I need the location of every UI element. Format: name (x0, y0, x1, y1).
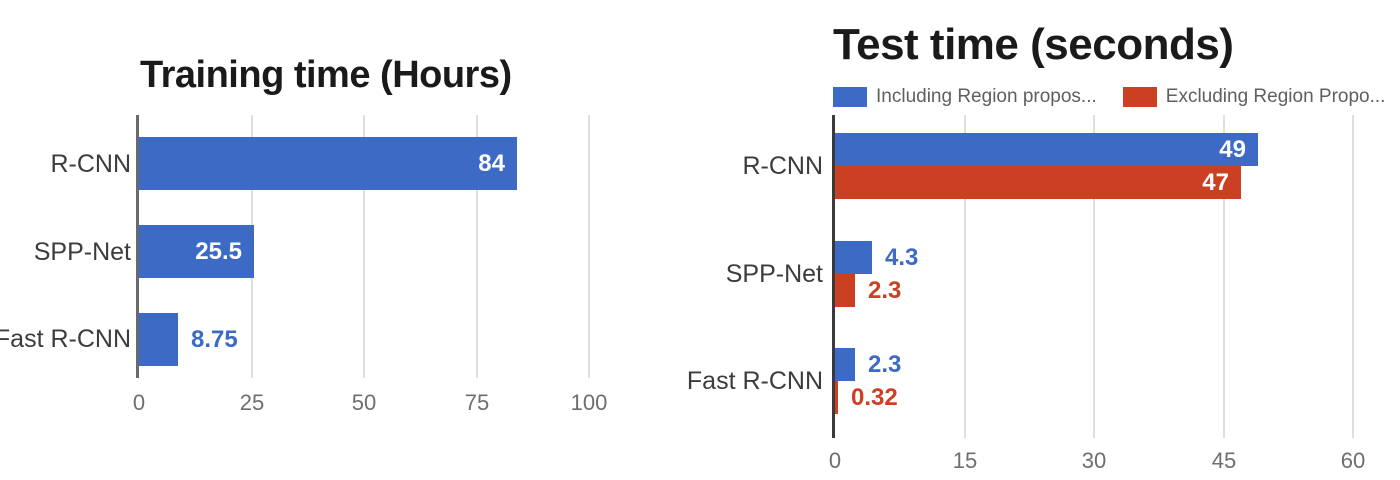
value-axis-line (832, 115, 835, 438)
x-tick-label: 15 (952, 448, 978, 473)
gridline (476, 115, 478, 378)
legend: Including Region propos... Excluding Reg… (833, 85, 1385, 109)
gridline (964, 115, 966, 438)
x-tick-label: 0 (828, 448, 842, 473)
bar-spp-net-s0 (139, 225, 254, 278)
category-label-r-cnn: R-CNN (742, 151, 823, 180)
category-label-r-cnn: R-CNN (50, 149, 131, 178)
x-tick-label: 25 (239, 390, 265, 415)
gridline (588, 115, 590, 378)
bar-r-cnn-excluding (835, 166, 1241, 199)
bar-value-label: 49 (1219, 135, 1246, 163)
category-label-fast-r-cnn: Fast R-CNN (0, 324, 131, 353)
gridline (1352, 115, 1354, 438)
bar-fast-r-cnn-excluding (835, 381, 838, 414)
x-tick-label: 60 (1340, 448, 1366, 473)
bar-fast-r-cnn-including (835, 348, 855, 381)
bar-r-cnn-including (835, 133, 1258, 166)
gridline (1093, 115, 1095, 438)
gridline (1223, 115, 1225, 438)
bar-value-label: 4.3 (885, 243, 919, 271)
chart-title: Training time (Hours) (140, 54, 512, 96)
legend-swatch-excluding-icon (1122, 87, 1157, 107)
x-tick-label: 30 (1081, 448, 1107, 473)
bar-value-label: 0.32 (851, 383, 898, 411)
bar-value-label: 25.5 (195, 237, 242, 265)
chart-title: Test time (seconds) (833, 20, 1234, 69)
legend-swatch-including-icon (833, 87, 867, 107)
training-time-chart: Training time (Hours) 0 25 50 75 100 R-CNN 84 S… (0, 0, 660, 480)
x-tick-label: 100 (570, 390, 608, 415)
legend-label: Excluding Region Propo... (1165, 86, 1386, 107)
legend-item-including: Including Region propos... (833, 86, 1097, 108)
bar-value-label: 84 (478, 149, 505, 177)
test-time-chart: Test time (seconds) Including Region pro… (660, 0, 1400, 480)
bar-fast-r-cnn-s0 (139, 313, 178, 366)
legend-label: Including Region propos... (876, 86, 1097, 107)
x-tick-label: 45 (1211, 448, 1237, 473)
category-label-fast-r-cnn: Fast R-CNN (686, 366, 823, 395)
gridline (363, 115, 365, 378)
category-label-spp-net: SPP-Net (33, 237, 131, 266)
bar-value-label: 2.3 (868, 350, 902, 378)
bar-spp-net-excluding (835, 274, 855, 307)
bar-value-label: 2.3 (868, 276, 902, 304)
x-tick-label: 75 (464, 390, 490, 415)
category-label-spp-net: SPP-Net (725, 259, 823, 288)
bar-value-label: 47 (1202, 168, 1229, 196)
x-tick-label: 50 (351, 390, 377, 415)
x-tick-label: 0 (132, 390, 146, 415)
bar-value-label: 8.75 (191, 325, 238, 353)
value-axis-line (136, 115, 139, 378)
bar-spp-net-including (835, 241, 872, 274)
legend-item-excluding: Excluding Region Propo... (1122, 86, 1386, 108)
bar-r-cnn-s0 (139, 137, 517, 190)
